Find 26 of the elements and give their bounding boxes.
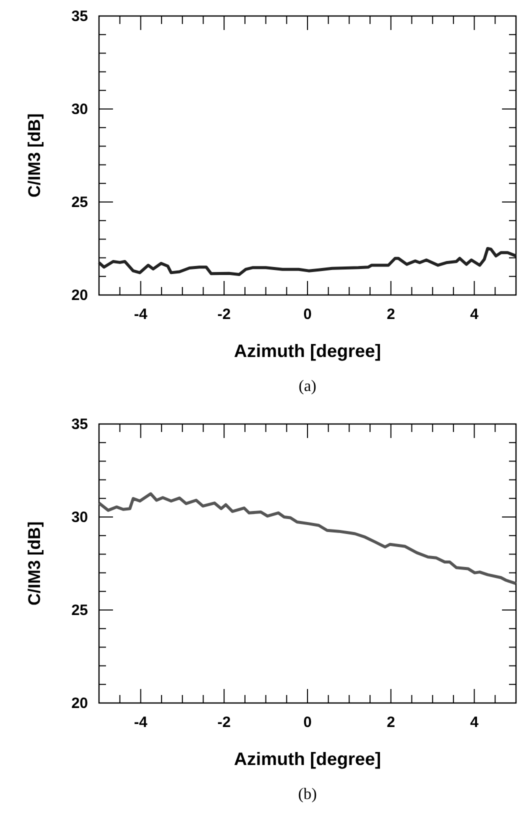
x-tick-label: 2 (386, 714, 396, 731)
y-tick-label: 20 (71, 695, 88, 712)
y-tick-label: 35 (71, 8, 88, 25)
y-tick-label: 35 (71, 416, 88, 433)
text: (b) (298, 786, 317, 803)
y-tick-label: 25 (71, 602, 88, 619)
y-axis-title: C/IM3 [dB] (25, 113, 44, 198)
line-series (98, 247, 518, 276)
x-tick-label: -4 (134, 714, 148, 731)
y-tick-label: 30 (71, 509, 88, 526)
x-tick-label: -2 (217, 714, 231, 731)
y-tick-label: 25 (71, 194, 88, 211)
x-tick-label: 0 (303, 714, 312, 731)
x-axis-title: Azimuth [degree] (234, 749, 382, 769)
x-tick-label: 0 (303, 306, 312, 323)
x-tick-label: 2 (386, 306, 396, 323)
x-tick-label: -2 (217, 306, 231, 323)
line-series (98, 492, 518, 586)
x-axis-title: Azimuth [degree] (234, 341, 382, 361)
x-tick-label: 4 (470, 714, 480, 731)
y-tick-label: 30 (71, 101, 88, 118)
x-tick-label: -4 (134, 306, 148, 323)
x-tick-label: 4 (470, 306, 480, 323)
y-tick-label: 20 (71, 287, 88, 304)
text: (a) (298, 378, 316, 395)
y-axis-title: C/IM3 [dB] (25, 521, 44, 606)
